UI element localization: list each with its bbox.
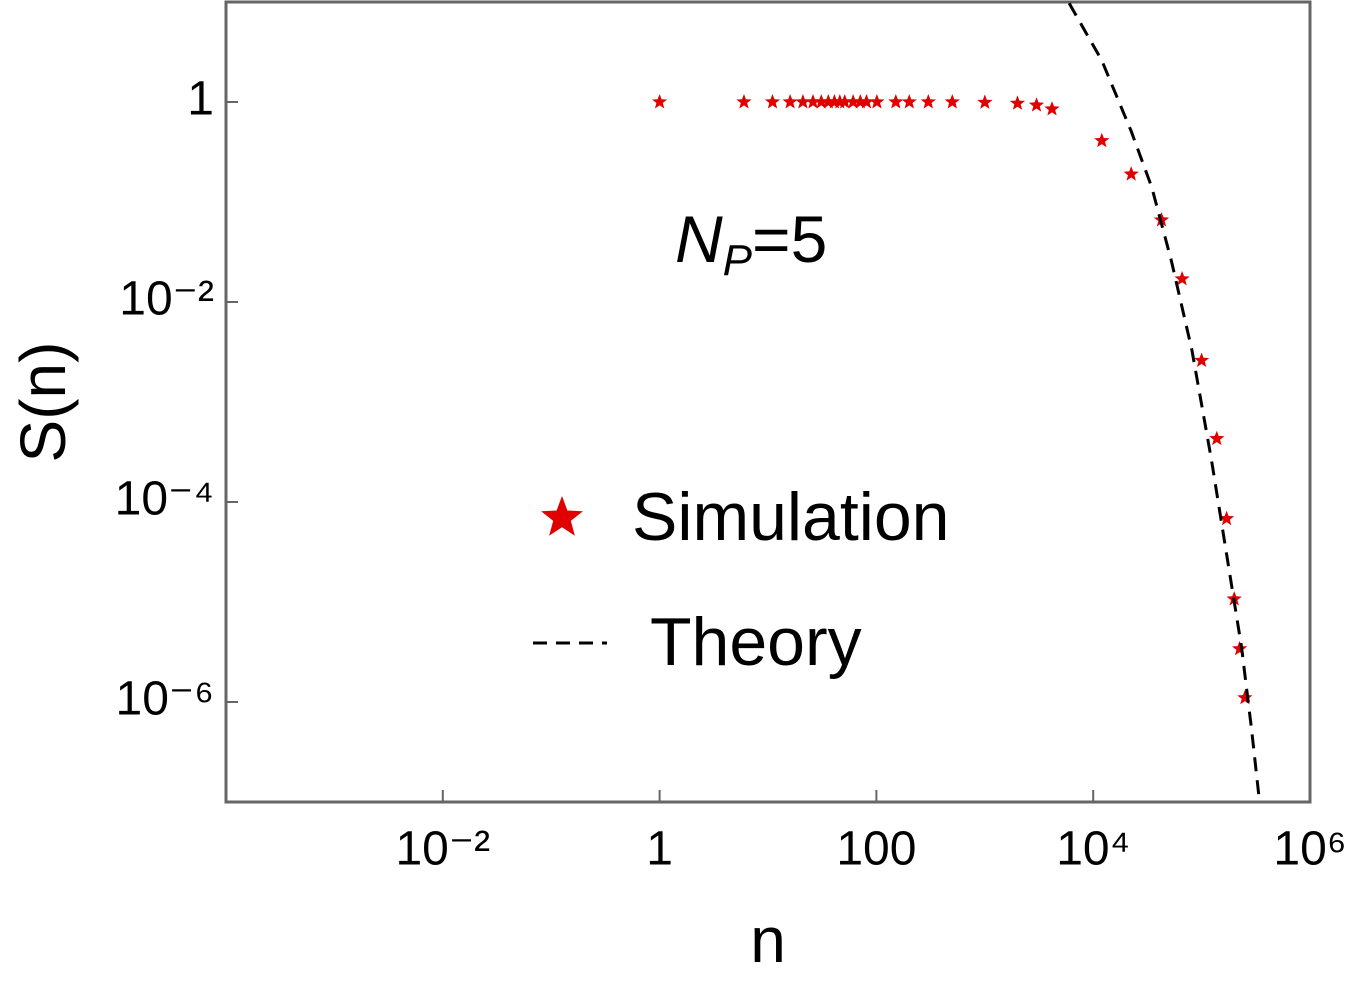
data-point xyxy=(858,94,875,109)
y-tick-label: 10⁻² xyxy=(119,273,214,326)
x-tick-label: 10⁻² xyxy=(395,823,490,876)
x-tick-label: 100 xyxy=(836,823,916,876)
y-tick-label: 10⁻⁶ xyxy=(116,673,214,726)
plot-frame xyxy=(224,0,1312,804)
data-point xyxy=(1232,640,1248,656)
data-point xyxy=(1237,689,1253,705)
data-point xyxy=(1028,97,1045,112)
x-tick-label: 10⁴ xyxy=(1056,823,1130,876)
data-point xyxy=(1194,352,1210,367)
data-point xyxy=(920,94,936,109)
data-point xyxy=(888,94,904,109)
data-point xyxy=(805,94,821,109)
data-point xyxy=(852,94,868,109)
legend-label: Theory xyxy=(650,604,862,680)
data-point xyxy=(820,94,836,109)
data-point xyxy=(813,94,829,109)
data-point xyxy=(736,94,752,109)
data-point xyxy=(837,94,853,109)
plot-area xyxy=(652,2,1261,799)
data-point xyxy=(1123,166,1139,181)
x-axis-label: n xyxy=(750,904,786,976)
annotation-text: =5 xyxy=(752,202,827,276)
data-point xyxy=(652,94,668,109)
data-point xyxy=(1009,95,1026,110)
annotation: NP=5 xyxy=(675,202,827,284)
data-point xyxy=(1094,132,1110,148)
annotation-subscript: P xyxy=(723,236,753,285)
y-tick-label: 10⁻⁴ xyxy=(115,473,214,526)
data-point xyxy=(782,94,798,109)
data-point xyxy=(1174,271,1190,286)
annotation-symbol: N xyxy=(675,202,723,276)
data-point xyxy=(1044,101,1060,116)
legend-label: Simulation xyxy=(632,479,950,555)
data-point xyxy=(795,94,811,109)
data-point xyxy=(845,94,861,109)
data-point xyxy=(977,94,993,109)
data-point xyxy=(944,94,960,109)
data-point xyxy=(1219,510,1235,526)
data-point xyxy=(901,94,917,109)
data-point xyxy=(1209,430,1225,446)
theory-line xyxy=(1067,2,1261,799)
x-tick-label: 10⁶ xyxy=(1273,823,1346,876)
x-tick-label: 1 xyxy=(646,823,673,876)
data-point xyxy=(764,94,781,109)
data-point xyxy=(869,94,885,109)
y-tick-label: 1 xyxy=(187,73,214,126)
y-axis-label: S(n) xyxy=(7,342,79,463)
legend-marker xyxy=(541,496,583,536)
